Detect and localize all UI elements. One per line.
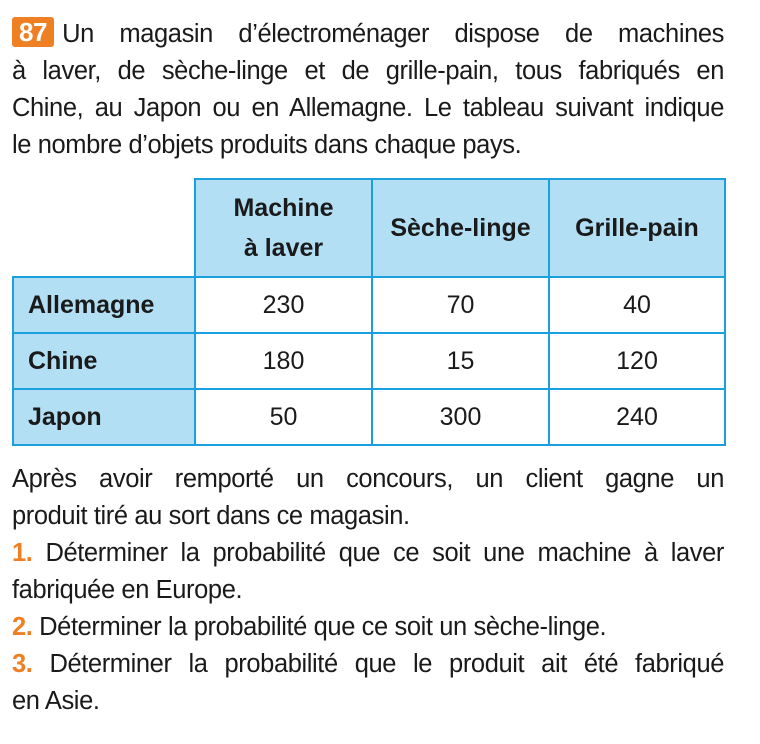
question-1: 1. Déterminer la probabilité que ce soit…: [12, 539, 725, 567]
column-header: Sèche-linge: [371, 178, 550, 278]
intro-line: Chine, au Japon ou en Allemagne. Le tabl…: [12, 94, 724, 122]
table-cell: 120: [548, 332, 726, 390]
exercise-number-badge: 87: [12, 17, 55, 47]
intro-line: le nombre d’objets produits dans chaque …: [12, 131, 522, 159]
row-header: Chine: [12, 332, 196, 390]
table-cell: 230: [194, 276, 373, 334]
table-header-row: Machine à laver Sèche-linge Grille-pain: [13, 178, 726, 278]
table-cell: 70: [371, 276, 550, 334]
context-line: Après avoir remporté un concours, un cli…: [12, 465, 724, 493]
question-3: 3. Déterminer la probabilité que le prod…: [12, 650, 725, 678]
intro-line: à laver, de sèche-linge et de grille-pai…: [12, 57, 724, 85]
table-cell: 300: [371, 388, 550, 446]
table-cell: 15: [371, 332, 550, 390]
table-cell: 50: [194, 388, 373, 446]
question-1-continued: fabriquée en Europe.: [12, 576, 243, 604]
table-cell: 40: [548, 276, 726, 334]
row-header: Japon: [12, 388, 196, 446]
table-cell: 240: [548, 388, 726, 446]
table-cell: 180: [194, 332, 373, 390]
question-3-continued: en Asie.: [12, 687, 100, 715]
row-header: Allemagne: [12, 276, 196, 334]
column-header: Grille-pain: [548, 178, 726, 278]
empty-corner-cell: [13, 179, 196, 278]
column-header: Machine à laver: [194, 178, 373, 278]
question-2: 2. Déterminer la probabilité que ce soit…: [12, 613, 607, 641]
table-row: Japon 50 300 240: [12, 388, 726, 446]
intro-line: 87 Un magasin d’électroménager dispose de…: [12, 16, 724, 53]
table-row: Chine 180 15 120: [12, 332, 726, 390]
context-line: produit tiré au sort dans ce magasin.: [12, 502, 410, 530]
production-table: Machine à laver Sèche-linge Grille-pain …: [12, 178, 726, 446]
table-row: Allemagne 230 70 40: [12, 276, 726, 334]
